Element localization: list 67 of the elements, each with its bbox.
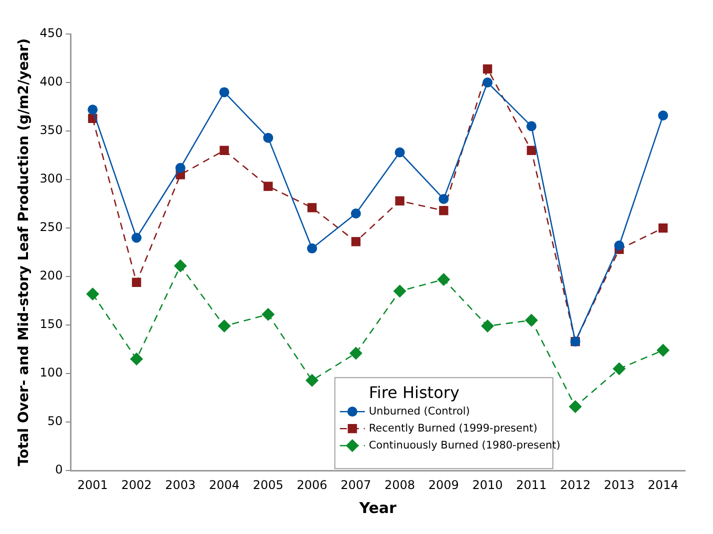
x-axis-title: Year xyxy=(358,498,398,517)
point xyxy=(438,194,449,204)
point xyxy=(656,344,670,357)
point xyxy=(306,374,319,387)
legend-title: Fire History xyxy=(368,382,460,402)
point xyxy=(482,78,493,88)
y-tick-label: 100 xyxy=(40,366,63,380)
point xyxy=(394,147,405,158)
x-tick-label: 2011 xyxy=(516,478,547,492)
point xyxy=(132,232,142,243)
point xyxy=(526,121,536,132)
point xyxy=(219,87,230,98)
point xyxy=(307,203,317,212)
x-tick-label: 2010 xyxy=(472,478,503,492)
legend-label: Recently Burned (1999-present) xyxy=(368,422,538,434)
point xyxy=(658,223,668,233)
point xyxy=(351,237,361,246)
point xyxy=(262,308,275,321)
y-tick-label: 150 xyxy=(40,317,63,332)
point xyxy=(395,196,404,206)
x-tick-label: 2014 xyxy=(648,478,678,492)
point xyxy=(437,272,450,286)
point xyxy=(175,162,186,173)
point xyxy=(568,400,582,414)
y-tick-label: 50 xyxy=(47,414,63,428)
y-tick-label: 250 xyxy=(40,220,63,234)
legend-label: Continuously Burned (1980-present) xyxy=(368,439,560,452)
y-tick-label: 400 xyxy=(40,74,63,89)
point xyxy=(130,352,144,366)
point xyxy=(524,314,538,327)
point xyxy=(132,278,142,287)
point xyxy=(482,64,492,74)
y-tick-label: 350 xyxy=(40,123,63,138)
point xyxy=(526,146,536,156)
y-axis-title: Total Over- and Mid-story Leaf Production (g/m2/year) xyxy=(16,38,32,466)
x-tick-label: 2009 xyxy=(428,478,459,492)
point xyxy=(88,104,98,115)
x-tick-label: 2013 xyxy=(604,478,634,492)
point xyxy=(612,362,626,376)
point xyxy=(393,284,406,298)
point xyxy=(263,132,274,143)
x-tick-label: 2002 xyxy=(121,478,152,492)
y-tick-label: 300 xyxy=(40,172,63,186)
y-tick-label: 450 xyxy=(40,26,63,40)
point xyxy=(439,206,448,216)
point xyxy=(349,346,362,360)
x-tick-label: 2008 xyxy=(384,478,416,492)
point xyxy=(86,288,100,301)
x-tick-label: 2001 xyxy=(77,478,108,492)
x-tick-label: 2005 xyxy=(252,478,284,492)
y-tick-label: 200 xyxy=(40,268,63,283)
point xyxy=(350,208,361,218)
point xyxy=(307,243,318,254)
point xyxy=(174,259,187,272)
point xyxy=(614,240,624,251)
x-tick-label: 2006 xyxy=(296,478,328,492)
point xyxy=(481,320,494,333)
point xyxy=(264,182,273,191)
x-tick-label: 2004 xyxy=(209,478,240,492)
legend-label: Unburned (Control) xyxy=(368,405,470,418)
point xyxy=(218,320,231,333)
x-tick-label: 2012 xyxy=(560,478,591,492)
y-tick-label: 0 xyxy=(55,462,63,477)
point xyxy=(658,110,668,120)
x-tick-label: 2003 xyxy=(165,478,196,492)
point xyxy=(220,146,229,156)
x-tick-label: 2007 xyxy=(340,478,372,492)
